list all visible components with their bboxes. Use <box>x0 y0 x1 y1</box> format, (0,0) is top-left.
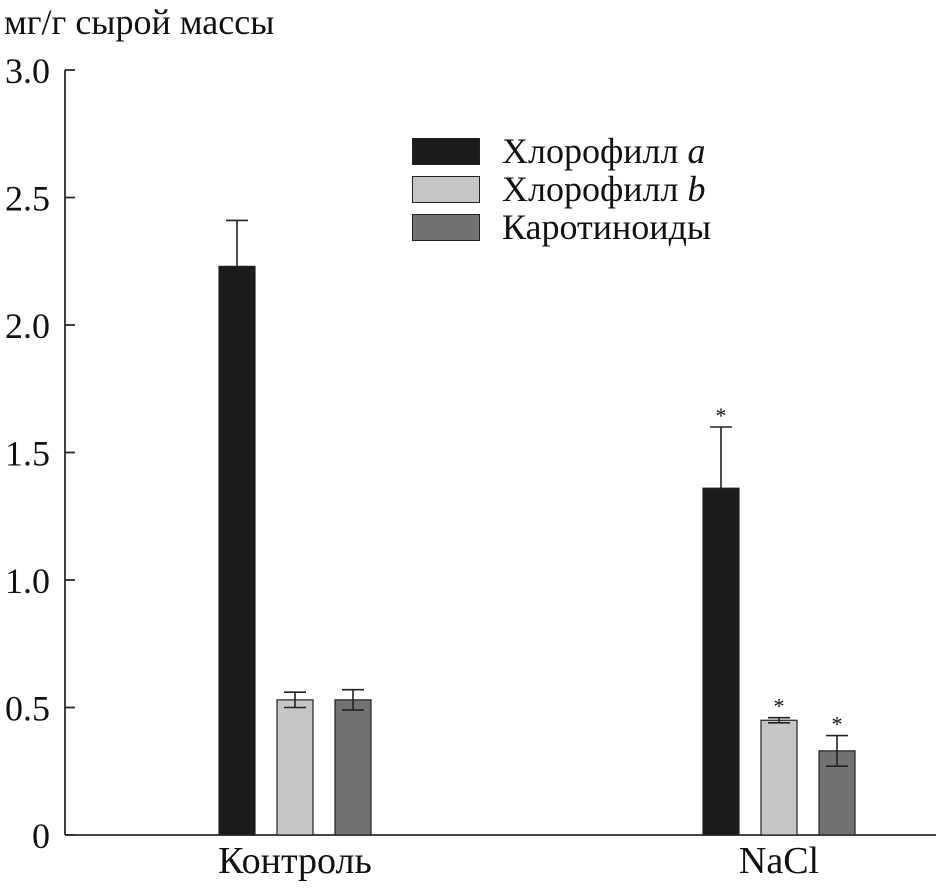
legend-label-base: Хлорофилл <box>502 169 688 209</box>
legend-label-base: Каротиноиды <box>502 207 712 247</box>
significance-marks: * * * <box>716 403 843 737</box>
y-tick-label: 2.5 <box>5 179 50 219</box>
legend-item-chlorophyll-a: Хлорофилл a <box>412 132 711 170</box>
significance-mark: * <box>716 403 727 428</box>
legend-label-carotenoids: Каротиноиды <box>502 208 711 246</box>
legend-label-chlorophyll-b: Хлорофилл b <box>502 170 705 208</box>
y-tick-label: 1.0 <box>5 561 50 601</box>
y-tick-label: 0 <box>32 816 50 856</box>
bar <box>760 719 798 836</box>
y-tick-label: 0.5 <box>5 689 50 729</box>
tick-labels: 0 0.5 1.0 1.5 2.0 2.5 3.0 Контроль NaCl <box>5 51 819 882</box>
y-axis-label: мг/г сырой массы <box>4 2 275 42</box>
bars <box>218 265 856 836</box>
legend-swatch-chlorophyll-a <box>412 137 480 165</box>
legend-item-chlorophyll-b: Хлорофилл b <box>412 170 711 208</box>
legend-item-carotenoids: Каротиноиды <box>412 208 711 246</box>
error-bars <box>226 219 848 767</box>
y-tick-label: 1.5 <box>5 434 50 474</box>
bar <box>334 699 372 836</box>
y-tick-label: 3.0 <box>5 51 50 91</box>
bar <box>276 699 314 836</box>
legend-label-chlorophyll-a: Хлорофилл a <box>502 132 705 170</box>
legend-label-suffix: a <box>687 131 706 171</box>
bar <box>702 487 740 836</box>
legend-label-suffix: b <box>687 169 706 209</box>
legend: Хлорофилл a Хлорофилл b Каротиноиды <box>412 132 711 246</box>
legend-label-base: Хлорофилл <box>502 131 688 171</box>
legend-swatch-chlorophyll-b <box>412 175 480 203</box>
x-category-label: NaCl <box>739 840 819 882</box>
y-tick-label: 2.0 <box>5 306 50 346</box>
x-category-label: Контроль <box>218 840 372 882</box>
bar <box>218 265 256 836</box>
significance-mark: * <box>832 712 843 737</box>
legend-swatch-carotenoids <box>412 213 480 241</box>
significance-mark: * <box>774 694 785 719</box>
